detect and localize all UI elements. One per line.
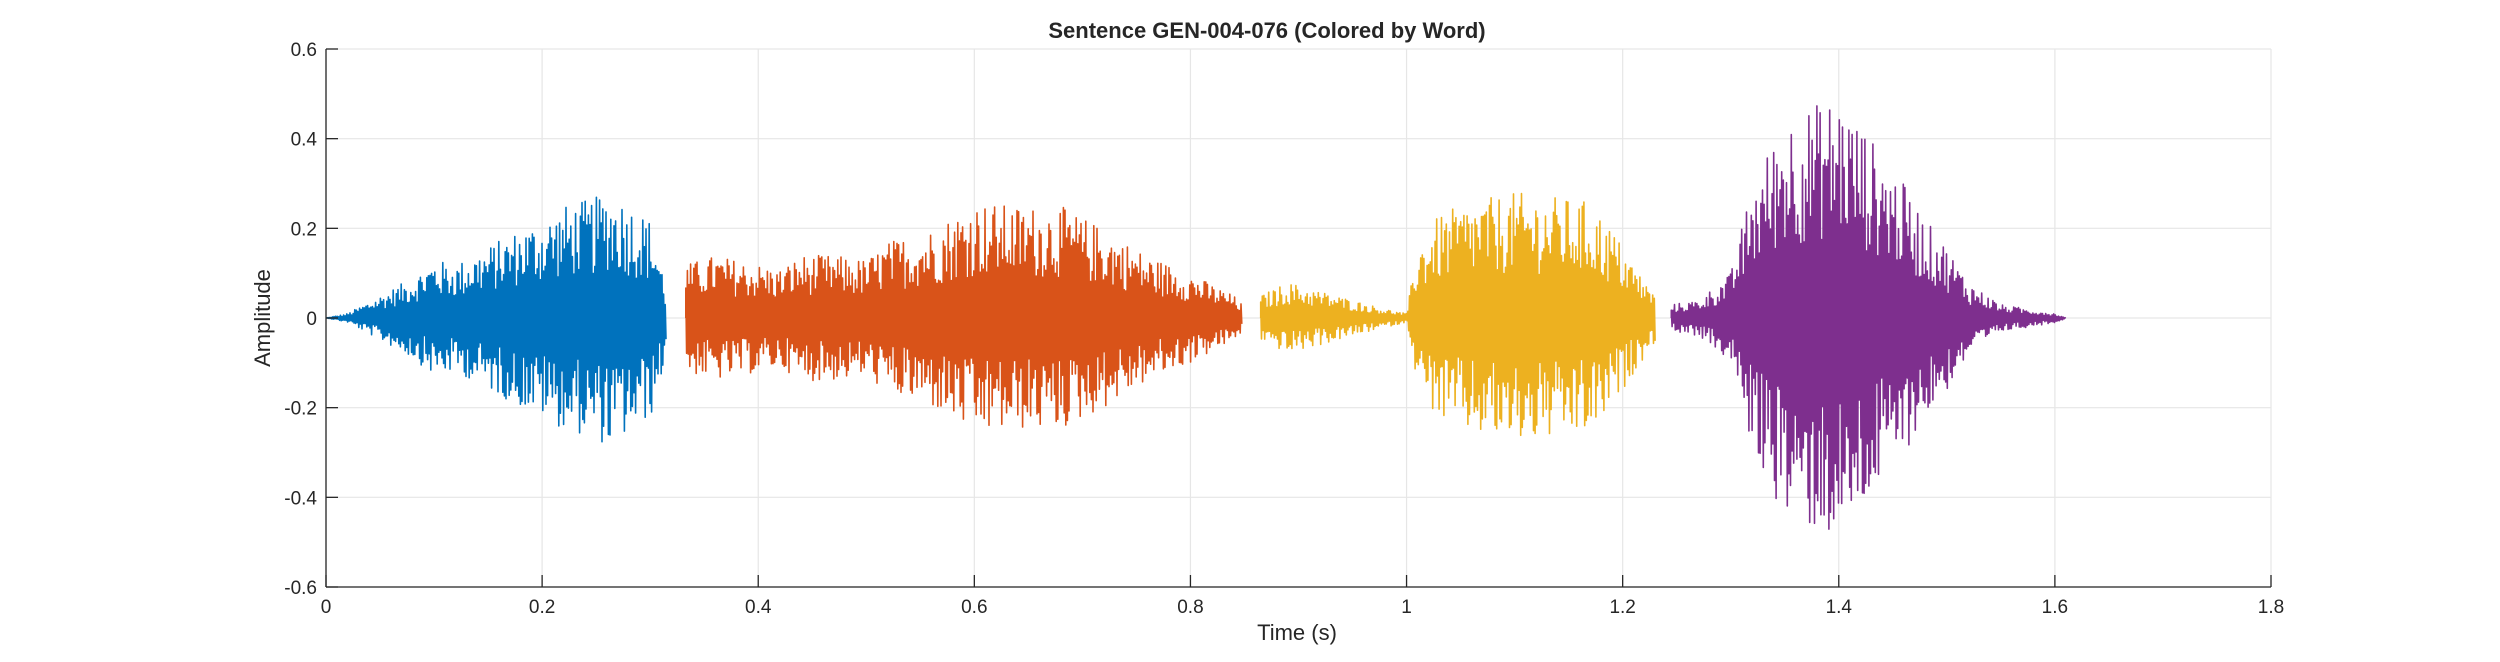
x-tick-label: 0.4 xyxy=(745,597,772,618)
tick-labels: 0 0.2 0.4 0.6 0.8 1 1.2 1.4 1.6 1.8 -0.6 -0.4 -0.2 0 0… xyxy=(284,40,2284,618)
chart-title: Sentence GEN-004-076 (Colored by Word) xyxy=(1048,18,1485,43)
y-tick-label: -0.4 xyxy=(284,488,317,509)
x-tick-label: 1 xyxy=(1401,597,1412,618)
x-tick-label: 1.6 xyxy=(2042,597,2068,618)
y-tick-label: 0.6 xyxy=(291,40,317,61)
x-tick-label: 0.8 xyxy=(1177,597,1203,618)
x-tick-label: 0.2 xyxy=(529,597,555,618)
waveform-series xyxy=(1670,105,2067,530)
x-axis-label: Time (s) xyxy=(1257,620,1337,645)
y-tick-label: -0.2 xyxy=(284,399,317,420)
y-tick-label: 0 xyxy=(306,309,317,330)
axes xyxy=(325,48,2272,588)
y-tick-label: 0.4 xyxy=(291,130,318,151)
x-tick-label: 0 xyxy=(321,597,332,618)
series-layer xyxy=(326,105,2067,530)
waveform-series xyxy=(1259,192,1656,437)
y-axis-label: Amplitude xyxy=(250,269,275,367)
y-tick-label: 0.2 xyxy=(291,219,317,240)
x-tick-label: 0.6 xyxy=(961,597,987,618)
waveform-series xyxy=(326,196,667,443)
x-tick-label: 1.2 xyxy=(1609,597,1635,618)
y-tick-label: -0.6 xyxy=(284,578,317,599)
waveform-series xyxy=(685,205,1243,428)
x-tick-label: 1.8 xyxy=(2258,597,2284,618)
x-tick-label: 1.4 xyxy=(1826,597,1853,618)
